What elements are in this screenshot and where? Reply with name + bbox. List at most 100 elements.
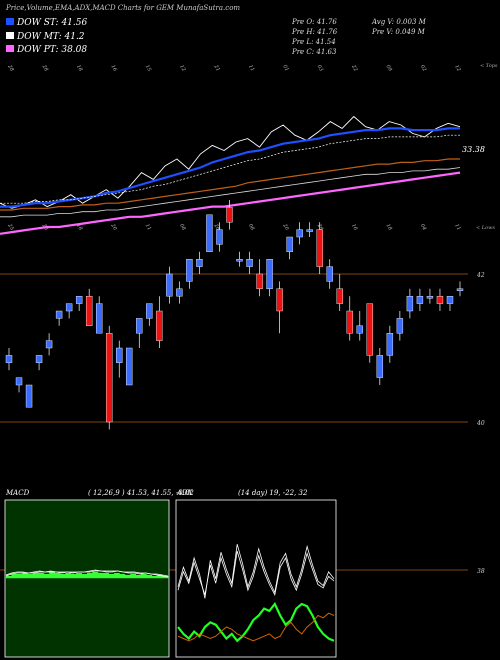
candle-body <box>276 288 283 312</box>
candle-body <box>366 303 373 356</box>
macd-line <box>5 569 169 578</box>
candle-body <box>206 214 213 253</box>
ema-bottom-date-label: 28 <box>212 222 221 231</box>
candle-body <box>446 296 454 304</box>
ema-top-date-label: 12 <box>453 64 461 73</box>
candle-body <box>65 303 73 312</box>
ema-top-date-label: 01 <box>281 64 289 73</box>
close-value: Pre C: 41.63 <box>291 48 337 56</box>
ema-top-date-label: 09 <box>384 64 393 73</box>
candle-body <box>55 310 63 319</box>
legend-label-mt: DOW MT: 41.2 <box>16 32 85 42</box>
high-value: Pre H: 41.76 <box>291 28 338 36</box>
macd-histogram-bar <box>146 575 153 578</box>
candle-body <box>336 288 343 304</box>
open-value: Pre O: 41.76 <box>291 18 337 26</box>
candle-body <box>196 259 203 267</box>
macd-histogram-bar <box>49 572 55 578</box>
legend-swatch-mt <box>6 32 14 39</box>
macd-params: ( 12,26,9 ) 41.53, 41.55, -0.02 <box>88 489 194 497</box>
ema-bottom-date-label: 08 <box>247 223 255 232</box>
candle-body <box>106 333 113 423</box>
ema-top-date-label: 28 <box>6 63 15 72</box>
macd-histogram-bar <box>103 573 109 578</box>
macd-histogram-bar <box>162 576 169 578</box>
price-tick-label: 38 <box>477 568 485 575</box>
macd-histogram-bar <box>119 574 126 578</box>
avg-volume-value: Avg V: 0.003 M <box>371 18 427 26</box>
prev-volume-value: Pre V: 0.049 M <box>371 28 426 36</box>
candle-body <box>116 347 123 364</box>
candle-body <box>186 259 193 282</box>
ema-lines <box>0 115 461 235</box>
adx-minus-di-line <box>177 612 335 642</box>
candle-body <box>226 207 233 223</box>
ema-top-date-label: 28 <box>40 63 49 72</box>
macd-histogram-bar <box>141 574 147 578</box>
macd-histogram-bar <box>151 576 158 578</box>
adx-label: ADX <box>176 489 194 497</box>
macd-histogram-bar <box>157 575 163 578</box>
candlesticks <box>5 200 464 430</box>
macd-histogram-bar <box>114 573 120 578</box>
candle-body <box>95 303 103 334</box>
legend-swatch-pt <box>6 45 14 52</box>
candle-body <box>85 296 93 327</box>
candle-body <box>216 229 223 245</box>
candle-body <box>436 296 444 304</box>
macd-histogram-bar <box>124 575 131 578</box>
ema-bottom-date-label: 18 <box>75 223 83 232</box>
candle-body <box>406 296 414 312</box>
macd-histogram-bar <box>33 573 39 578</box>
adx-params: (14 day) 19, -22, 32 <box>238 489 308 497</box>
candle-body <box>396 318 404 334</box>
macd-histogram-bar <box>27 574 34 578</box>
candle-body <box>326 266 333 282</box>
ema-top-date-label: 15 <box>144 64 152 73</box>
legend-label-st: DOW ST: 41.56 <box>16 18 87 28</box>
macd-histogram-bar <box>16 574 23 578</box>
candle-body <box>156 310 163 341</box>
candle-body <box>5 355 13 363</box>
ema-pt-line <box>0 171 461 235</box>
ema-bottom-date-label: 20 <box>281 222 290 232</box>
macd-label: MACD <box>5 489 30 497</box>
low-value: Pre L: 41.54 <box>291 38 336 46</box>
candle-body <box>176 288 183 297</box>
macd-histogram-bar <box>54 573 61 578</box>
ema-top-date-label: 22 <box>350 63 359 72</box>
ema-bottom-date-label: 20 <box>109 222 118 232</box>
price-panel: 42 40 38 <box>0 200 485 575</box>
price-tick-label: 42 <box>476 272 485 279</box>
adx-series <box>177 544 335 643</box>
candle-body <box>346 310 353 334</box>
ema-top-date-labels: 28 28 18 16 15 12 21 11 01 03 22 09 02 12 <box>6 63 462 73</box>
candle-body <box>426 296 434 299</box>
candle-body <box>316 229 323 267</box>
ema-top-date-label: 11 <box>247 64 255 73</box>
candle-body <box>386 333 394 356</box>
macd-histogram-bar <box>70 574 77 578</box>
adx-panel: ADX (14 day) 19, -22, 32 <box>175 489 337 658</box>
candle-body <box>166 273 173 297</box>
candle-body <box>146 303 153 319</box>
candle-body <box>246 259 253 267</box>
candle-body <box>136 318 143 334</box>
macd-series <box>5 569 169 579</box>
candle-body <box>266 259 273 290</box>
ema-lt-line <box>0 167 461 218</box>
ema-price-label: 33.38 <box>462 145 485 154</box>
ema-top-date-label: 21 <box>212 63 221 72</box>
ema-bottom-date-label: 04 <box>419 223 427 232</box>
candle-body <box>75 296 83 304</box>
candle-body <box>256 273 263 290</box>
legend-label-pt: DOW PT: 38.08 <box>16 45 87 55</box>
ema-bottom-date-label: 11 <box>144 223 152 232</box>
candle-body <box>25 384 33 408</box>
adx-line <box>177 544 335 599</box>
macd-histogram-bar <box>135 575 142 578</box>
candle-body <box>356 325 363 334</box>
candle-body <box>296 229 303 238</box>
legend: DOW ST: 41.56 DOW MT: 41.2 DOW PT: 38.08 <box>6 18 87 55</box>
